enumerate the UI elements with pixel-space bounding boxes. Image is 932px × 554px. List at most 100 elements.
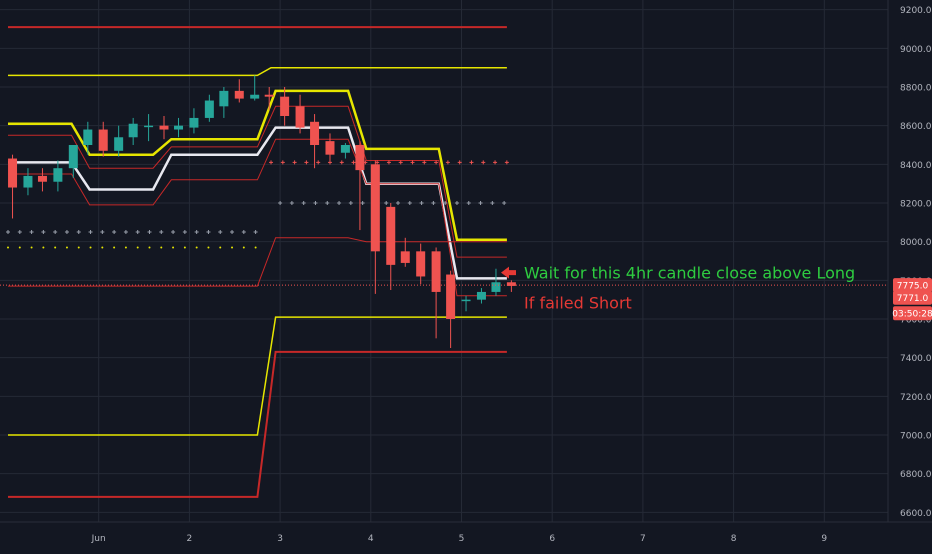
candle-up (204, 100, 214, 118)
yellow-dots-left-mark (183, 246, 186, 249)
gray-dots-left-mark (241, 230, 246, 234)
gray-dots-right-mark (407, 201, 412, 205)
candle-down (98, 129, 108, 151)
red-dots-right-mark (457, 160, 462, 165)
gray-dots-left-mark (88, 230, 93, 234)
candle-down (37, 175, 47, 182)
gray-dots-right-mark (278, 201, 283, 205)
yellow-dots-left-mark (113, 246, 116, 249)
candle-down (355, 145, 365, 171)
gray-dots-left-mark (206, 230, 211, 234)
gray-dots-right-mark (325, 201, 330, 205)
resistance-yellow (8, 89, 507, 241)
upper-yellow-band (8, 66, 507, 77)
candle-up (53, 168, 63, 182)
candle-down (310, 121, 320, 145)
candle-up (83, 129, 93, 145)
red-dots-right-mark (469, 160, 474, 165)
gray-dots-left-mark (6, 230, 10, 234)
y-tick-label: 8000.0 (900, 238, 932, 248)
candles (8, 75, 516, 348)
candle-up (340, 145, 350, 153)
price-labels: 7775.0 7771.0 03:50:28 (892, 278, 932, 321)
candle-down (280, 96, 290, 116)
candle-down (386, 206, 396, 265)
candle-down (446, 274, 456, 319)
candle-up (68, 145, 78, 169)
candle-down (400, 251, 410, 263)
indicator-lines (8, 26, 507, 498)
price-tag-label: 03:50:28 (892, 310, 932, 320)
candle-up (114, 137, 124, 151)
yellow-dots-left-mark (148, 246, 151, 249)
gray-dots-left-mark (253, 230, 258, 234)
candle-down (506, 282, 516, 286)
x-tick-label: 9 (821, 534, 827, 544)
candle-up (491, 282, 501, 292)
y-tick-label: 7400.0 (900, 354, 932, 364)
yellow-dots-left-mark (207, 246, 210, 249)
yellow-dots-left-mark (124, 246, 127, 249)
red-dots-right-mark (316, 160, 321, 165)
candle-down (325, 141, 335, 155)
y-tick-label: 6600.0 (900, 509, 932, 519)
gray-dots-right-mark (396, 201, 401, 205)
y-axis[interactable]: 6600.06800.07000.07200.07400.07600.07800… (887, 0, 932, 550)
red-dots-right-mark (434, 160, 439, 165)
gray-dots-right-mark (443, 201, 448, 205)
x-axis[interactable]: Jun 2 3 4 5 6 7 8 9 (0, 521, 932, 550)
yellow-dots-left-mark (172, 246, 175, 249)
candle-down (431, 251, 441, 292)
y-tick-label: 8200.0 (900, 200, 932, 210)
candle-down (159, 125, 169, 130)
yellow-dots-left-mark (18, 246, 21, 249)
gray-dots-left-mark (182, 230, 187, 234)
candle-down (295, 106, 305, 128)
gray-dots-left-mark (112, 230, 117, 234)
y-tick-label: 8400.0 (900, 161, 932, 171)
candle-up (174, 125, 184, 130)
gray-dots-left-mark (194, 230, 199, 234)
gray-dots-right-mark (466, 201, 471, 205)
red-dots-right-mark (493, 160, 498, 165)
yellow-dots-left-mark (136, 246, 139, 249)
yellow-dots-left-mark (231, 246, 234, 249)
yellow-dots-left-mark (77, 246, 80, 249)
annotations: Wait for this 4hr candle close above Lon… (501, 264, 855, 313)
gray-dots-left-mark (41, 230, 46, 234)
yellow-dots-left-mark (195, 246, 198, 249)
y-tick-label: 8800.0 (900, 84, 932, 94)
gray-dots-left-mark (135, 230, 140, 234)
yellow-dots-left-mark (89, 246, 92, 249)
gray-dots-right-mark (419, 201, 424, 205)
price-tag (893, 290, 932, 305)
gray-dots-right-mark (478, 201, 483, 205)
gray-dots-right-mark (348, 201, 353, 205)
red-dots-right-mark (445, 160, 450, 165)
candle-up (476, 291, 486, 300)
x-tick-label: 7 (640, 534, 646, 544)
red-dots-right-mark (304, 160, 309, 165)
candle-down (234, 90, 244, 99)
candle-up (23, 175, 33, 188)
red-dots-right-mark (292, 160, 297, 165)
red-dots-right-mark (410, 160, 415, 165)
candle-up (461, 299, 471, 302)
gray-dots-right-mark (360, 201, 365, 205)
red-dots-right-mark (504, 160, 509, 165)
yellow-dots-left-mark (65, 246, 68, 249)
yellow-dots-left-mark (7, 246, 9, 249)
y-tick-label: 6800.0 (900, 470, 932, 480)
y-tick-label: 9000.0 (900, 45, 932, 55)
y-tick-label: 7000.0 (900, 432, 932, 442)
gray-dots-right-mark (384, 201, 389, 205)
gray-dots-left-mark (64, 230, 69, 234)
yellow-dots-left-mark (101, 246, 104, 249)
gray-dots-left-mark (171, 230, 176, 234)
gray-dots-left-mark (53, 230, 58, 234)
x-axis-background (0, 522, 932, 550)
y-axis-background (888, 0, 932, 550)
